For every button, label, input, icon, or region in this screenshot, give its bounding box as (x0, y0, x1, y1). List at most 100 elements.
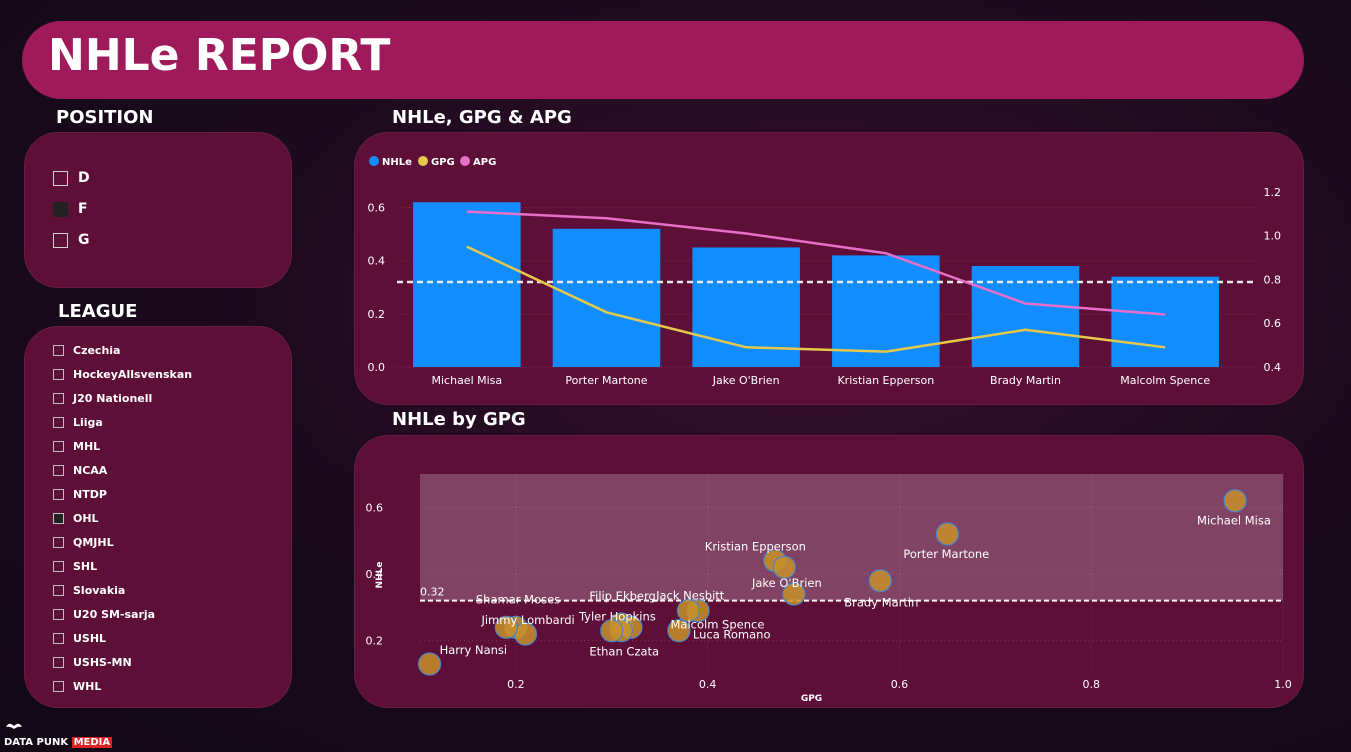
league-option[interactable]: NTDP (53, 488, 107, 501)
league-option[interactable]: U20 SM-sarja (53, 608, 155, 621)
nhle-bar[interactable] (832, 255, 940, 367)
league-option[interactable]: QMJHL (53, 536, 114, 549)
scatter-point[interactable] (772, 555, 796, 579)
league-checkbox[interactable] (53, 561, 64, 572)
scatter-point-label: Malcolm Spence (670, 618, 764, 632)
scatter-x-tick: 0.2 (507, 678, 525, 691)
league-option-label: QMJHL (73, 536, 114, 549)
league-option[interactable]: Czechia (53, 344, 120, 357)
scatter-point[interactable] (417, 652, 442, 676)
mustache-icon (6, 723, 22, 729)
league-option-label: J20 Nationell (73, 392, 153, 405)
legend-label: APG (473, 157, 496, 168)
combo-right-tick: 0.8 (1264, 273, 1282, 286)
position-option-label: G (78, 232, 90, 248)
scatter-point-label: Luca Romano (693, 628, 771, 642)
league-checkbox[interactable] (53, 369, 64, 380)
scatter-x-tick: 1.0 (1274, 678, 1292, 691)
scatter-y-tick: 0.6 (366, 501, 384, 514)
league-option[interactable]: USHL (53, 632, 106, 645)
league-option-label: Liiga (73, 416, 103, 429)
league-option[interactable]: SHL (53, 560, 97, 573)
nhle-bar[interactable] (552, 228, 661, 367)
scatter-y-tick: 0.2 (366, 635, 384, 648)
league-option[interactable]: USHS-MN (53, 656, 132, 669)
league-option[interactable]: Liiga (53, 416, 103, 429)
combo-category-label: Kristian Epperson (837, 374, 934, 387)
scatter-point[interactable] (1223, 489, 1247, 513)
scatter-point[interactable] (667, 619, 691, 643)
scatter-point[interactable] (868, 569, 892, 593)
league-checkbox[interactable] (53, 345, 64, 356)
league-checkbox[interactable] (53, 633, 64, 644)
league-option[interactable]: NCAA (53, 464, 107, 477)
league-option-label: SHL (73, 560, 98, 573)
scatter-point-label: Harry Nansi (440, 643, 508, 657)
league-option-label: WHL (73, 680, 102, 693)
scatter-point[interactable] (676, 599, 701, 623)
report-banner: NHLe REPORT (22, 21, 1304, 99)
nhle-bar[interactable] (1111, 276, 1219, 367)
league-checkbox[interactable] (53, 681, 64, 692)
scatter-point[interactable] (600, 619, 624, 643)
apg-line[interactable] (466, 210, 1166, 316)
scatter-y-tick: 0.4 (366, 568, 384, 581)
scatter-x-tick: 0.8 (1082, 678, 1100, 691)
combo-right-tick: 1.0 (1264, 230, 1282, 243)
league-option[interactable]: OHL (53, 512, 99, 525)
scatter-point-label: Jake O'Brien (751, 576, 822, 590)
scatter-point-label: Michael Misa (1197, 514, 1271, 528)
league-slicer-panel: Czechia HockeyAllsvenskan J20 Nationell Lii… (24, 326, 292, 708)
league-slicer-title: LEAGUE (58, 301, 138, 322)
combo-left-tick: 0.4 (368, 255, 386, 268)
scatter-shaded-band (420, 474, 1283, 601)
league-checkbox[interactable] (53, 609, 64, 620)
league-checkbox[interactable] (53, 537, 64, 548)
combo-left-tick: 0.2 (368, 308, 386, 321)
position-checkbox[interactable] (53, 170, 68, 186)
league-checkbox[interactable] (53, 441, 64, 452)
scatter-point[interactable] (782, 582, 806, 606)
position-checkbox[interactable] (53, 232, 68, 248)
logo-media: MEDIA (71, 737, 113, 748)
league-checkbox[interactable] (53, 465, 64, 476)
scatter-chart: 0.2 0.4 0.6 0.8 1.0 0.2 0.4 0.6 0.32 Michael Misa… (366, 474, 1292, 704)
league-option[interactable]: J20 Nationell (53, 392, 152, 405)
position-option[interactable]: G (53, 232, 90, 248)
league-option-label: MHL (73, 440, 101, 453)
position-option[interactable]: D (53, 170, 90, 186)
scatter-point[interactable] (935, 522, 959, 546)
logo-name: DATA PUNK (4, 737, 69, 748)
scatter-point-label: Jimmy Lombardi (480, 613, 574, 627)
legend-marker (369, 156, 379, 166)
position-option-label: F (78, 201, 88, 217)
league-option[interactable]: Slovakia (53, 584, 125, 597)
scatter-point-label: Ethan Czata (589, 645, 659, 659)
position-option[interactable]: F (53, 201, 88, 217)
league-option[interactable]: WHL (53, 680, 101, 693)
logo-text: DATA PUNK MEDIA (4, 737, 113, 748)
league-checkbox[interactable] (53, 585, 64, 596)
combo-left-tick: 0.0 (368, 361, 386, 374)
league-option-label: NCAA (73, 464, 108, 477)
league-checkbox[interactable] (53, 393, 64, 404)
league-option[interactable]: HockeyAllsvenskan (53, 368, 192, 381)
scatter-reference-label: 0.32 (420, 586, 445, 599)
league-option[interactable]: MHL (53, 440, 100, 453)
league-checkbox[interactable] (53, 657, 64, 668)
scatter-y-axis-title: NHLe (375, 562, 385, 589)
league-checkbox[interactable] (53, 513, 64, 524)
league-checkbox[interactable] (53, 417, 64, 428)
nhle-bar[interactable] (413, 202, 521, 367)
position-checkbox[interactable] (53, 201, 68, 217)
position-option-label: D (78, 170, 90, 186)
scatter-point-label: Filip Ekberg (589, 589, 655, 603)
scatter-point-label: Tyler Hopkins (578, 609, 656, 623)
scatter-point[interactable] (494, 615, 518, 639)
combo-chart-panel: 0.0 0.2 0.4 0.6 0.4 0.6 0.8 1.0 1.2 Michael Misa P… (354, 132, 1304, 405)
gpg-line[interactable] (466, 245, 1166, 353)
league-option-label: Czechia (73, 344, 121, 357)
league-option-label: NTDP (73, 488, 107, 501)
league-checkbox[interactable] (53, 489, 64, 500)
legend-marker (418, 156, 428, 166)
